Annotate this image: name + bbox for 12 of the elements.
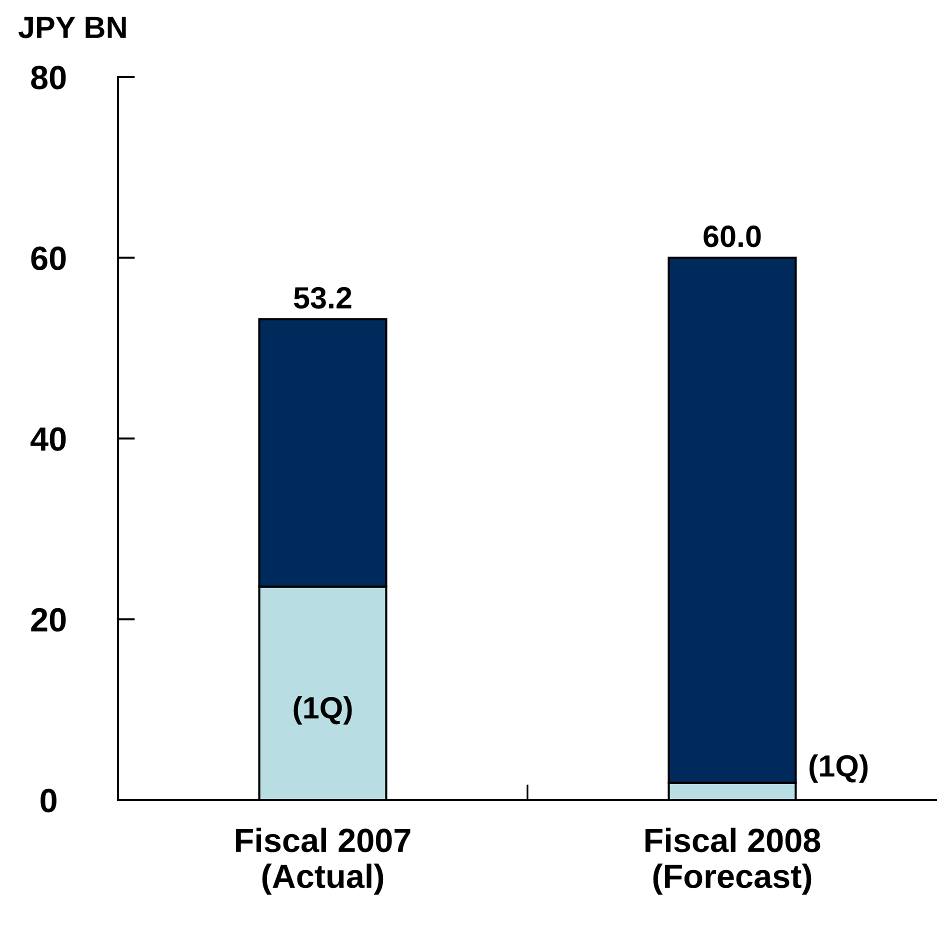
y-tick-label: 80 xyxy=(31,66,66,90)
x-tick-label: Fiscal 2008 (Forecast) xyxy=(646,828,820,895)
annotation: (1Q) xyxy=(294,696,352,725)
x-tick-label: Fiscal 2007 (Actual) xyxy=(236,828,410,895)
total-label: 60.0 xyxy=(704,226,761,248)
y-tick-label: 0 xyxy=(40,788,56,812)
y-axis-title: JPY BN xyxy=(18,16,126,38)
y-tick-label: 20 xyxy=(31,608,66,632)
total-label: 53.2 xyxy=(294,287,352,309)
y-tick-label: 40 xyxy=(30,427,66,451)
annotation: (1Q) xyxy=(810,754,868,783)
y-tick-label: 60 xyxy=(31,246,66,270)
